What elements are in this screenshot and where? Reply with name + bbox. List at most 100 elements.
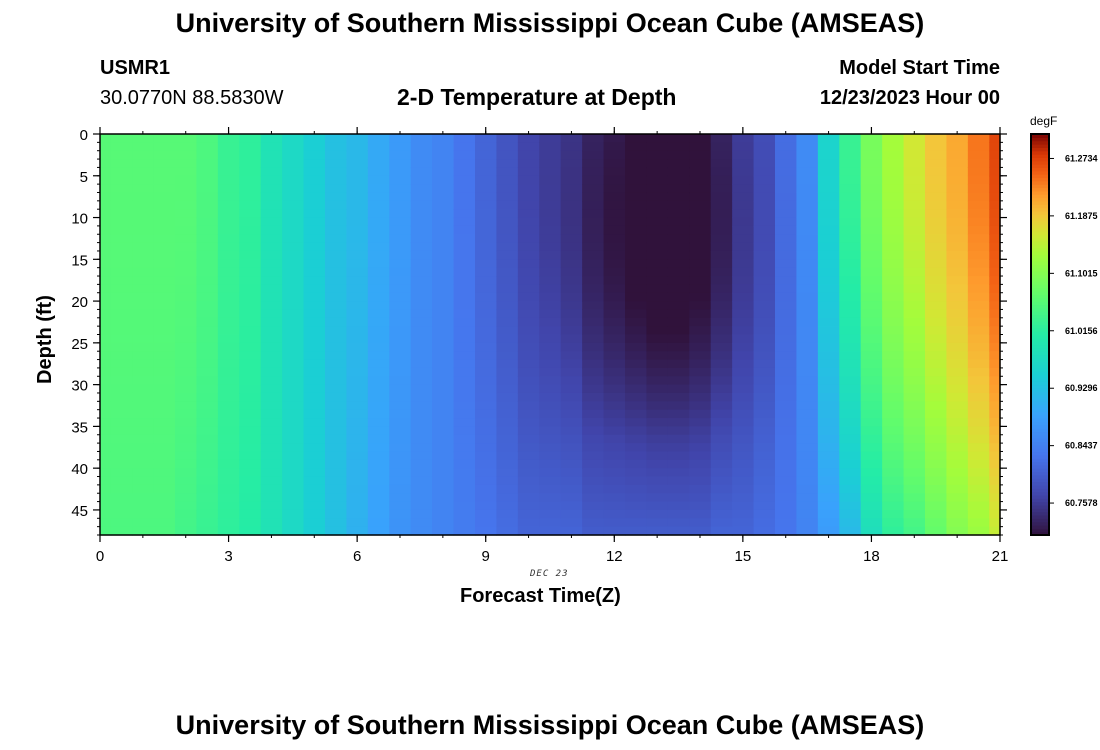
heatmap-cell xyxy=(110,284,133,294)
heatmap-cell xyxy=(196,317,219,327)
heatmap-cell xyxy=(175,225,198,235)
heatmap-cell xyxy=(432,334,455,344)
heatmap-cell xyxy=(989,242,1001,252)
heatmap-cell xyxy=(989,384,1001,394)
heatmap-cell xyxy=(175,167,198,177)
heatmap-cell xyxy=(325,209,348,219)
heatmap-cell xyxy=(132,242,155,252)
heatmap-cell xyxy=(260,159,283,169)
heatmap-cell xyxy=(646,367,669,377)
heatmap-cell xyxy=(346,476,369,486)
heatmap-cell xyxy=(689,367,712,377)
heatmap-cell xyxy=(132,459,155,469)
heatmap-cell xyxy=(496,234,519,244)
colorbar-segment xyxy=(1031,478,1049,483)
heatmap-cell xyxy=(432,418,455,427)
heatmap-cell xyxy=(410,526,433,536)
heatmap-cell xyxy=(603,276,626,285)
heatmap-cell xyxy=(217,459,240,469)
heatmap-cell xyxy=(839,167,862,177)
heatmap-cell xyxy=(989,359,1001,369)
heatmap-cell xyxy=(110,159,133,169)
heatmap-cell xyxy=(989,142,1001,152)
heatmap-cell xyxy=(153,276,176,285)
heatmap-cell xyxy=(260,150,283,160)
heatmap-cell xyxy=(475,334,498,344)
heatmap-cell xyxy=(453,384,476,394)
heatmap-cell xyxy=(732,392,755,402)
heatmap-cell xyxy=(925,376,948,386)
heatmap-cell xyxy=(517,451,540,461)
heatmap-cell xyxy=(839,443,862,453)
heatmap-cell xyxy=(175,501,198,511)
heatmap-cell xyxy=(196,334,219,344)
heatmap-cell xyxy=(775,267,798,277)
heatmap-cell xyxy=(989,326,1001,336)
heatmap-cell xyxy=(346,150,369,160)
heatmap-cell xyxy=(560,484,583,494)
colorbar-segment xyxy=(1031,281,1049,285)
colorbar-segment xyxy=(1031,411,1049,416)
heatmap-cell xyxy=(839,376,862,386)
heatmap-cell xyxy=(603,192,626,202)
heatmap-cell xyxy=(710,317,733,327)
heatmap-cell xyxy=(625,518,648,528)
heatmap-cell xyxy=(346,351,369,361)
heatmap-cell xyxy=(925,493,948,503)
heatmap-cell xyxy=(582,259,605,269)
heatmap-cell xyxy=(517,142,540,152)
heatmap-cell xyxy=(410,326,433,336)
heatmap-cell xyxy=(325,150,348,160)
heatmap-cell xyxy=(132,276,155,285)
heatmap-cell xyxy=(967,434,990,444)
heatmap-cell xyxy=(689,501,712,511)
heatmap-cell xyxy=(796,443,819,453)
colorbar-tick-label: 60.9296 xyxy=(1065,383,1098,393)
heatmap-cell xyxy=(625,401,648,411)
heatmap-cell xyxy=(110,267,133,277)
heatmap-cell xyxy=(410,334,433,344)
heatmap-cell xyxy=(175,468,198,478)
heatmap-cell xyxy=(817,276,840,285)
heatmap-cell xyxy=(453,493,476,503)
heatmap-cell xyxy=(689,493,712,503)
heatmap-cell xyxy=(560,459,583,469)
heatmap-cell xyxy=(646,384,669,394)
heatmap-cell xyxy=(367,209,390,219)
heatmap-cell xyxy=(539,259,562,269)
heatmap-cell xyxy=(132,351,155,361)
heatmap-cell xyxy=(110,459,133,469)
heatmap-cell xyxy=(325,434,348,444)
heatmap-cell xyxy=(989,443,1001,453)
heatmap-cell xyxy=(710,192,733,202)
colorbar-segment xyxy=(1031,164,1049,169)
heatmap-cell xyxy=(967,250,990,260)
heatmap-cell xyxy=(239,309,262,319)
heatmap-cell xyxy=(453,225,476,235)
heatmap-cell xyxy=(282,526,305,536)
heatmap-cell xyxy=(946,359,969,369)
heatmap-cell xyxy=(946,526,969,536)
heatmap-cell xyxy=(100,175,112,185)
heatmap-cell xyxy=(475,526,498,536)
heatmap-cell xyxy=(389,259,412,269)
colorbar-segment xyxy=(1031,531,1049,536)
heatmap-cell xyxy=(817,484,840,494)
heatmap-cell xyxy=(410,476,433,486)
heatmap-cell xyxy=(989,175,1001,185)
heatmap-cell xyxy=(882,209,905,219)
heatmap-cell xyxy=(753,276,776,285)
heatmap-cell xyxy=(860,443,883,453)
heatmap-cell xyxy=(539,434,562,444)
heatmap-cell xyxy=(453,209,476,219)
heatmap-cell xyxy=(839,468,862,478)
heatmap-cell xyxy=(582,142,605,152)
heatmap-cell xyxy=(153,250,176,260)
heatmap-cell xyxy=(282,367,305,377)
heatmap-cell xyxy=(239,217,262,227)
colorbar-segment xyxy=(1031,508,1049,513)
colorbar-segment xyxy=(1031,194,1049,199)
heatmap-cell xyxy=(625,418,648,427)
heatmap-cell xyxy=(100,259,112,269)
heatmap-cell xyxy=(646,167,669,177)
